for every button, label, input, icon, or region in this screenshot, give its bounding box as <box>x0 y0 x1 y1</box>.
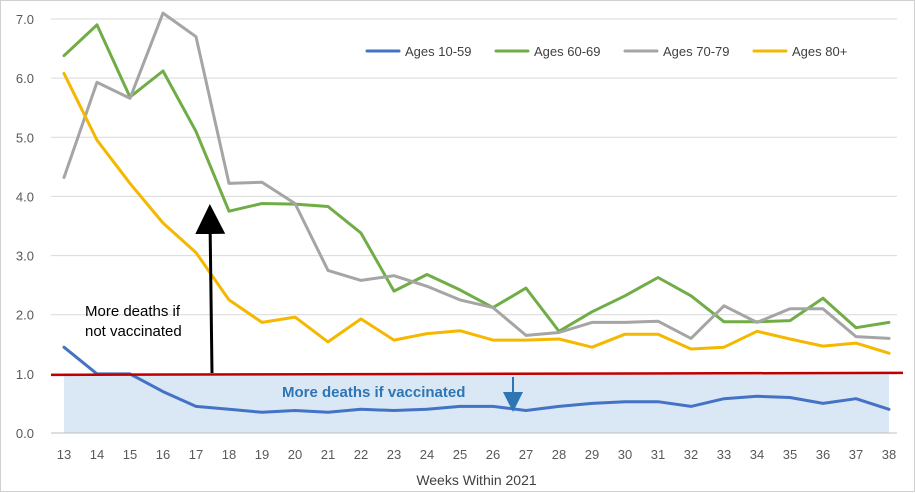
x-tick-label: 17 <box>189 447 203 462</box>
x-tick-label: 14 <box>90 447 104 462</box>
x-tick-label: 24 <box>420 447 434 462</box>
legend-label: Ages 60-69 <box>534 44 601 59</box>
legend-label: Ages 70-79 <box>663 44 730 59</box>
x-tick-label: 22 <box>354 447 368 462</box>
series-line <box>62 11 891 340</box>
shaded-region <box>64 373 889 433</box>
y-tick-label: 3.0 <box>16 249 34 264</box>
x-tick-label: 21 <box>321 447 335 462</box>
y-tick-label: 1.0 <box>16 367 34 382</box>
x-axis-title: Weeks Within 2021 <box>416 472 537 488</box>
annotation-not-vaccinated-line1: More deaths if <box>85 303 181 320</box>
annotation-not-vaccinated-line2: not vaccinated <box>85 323 182 340</box>
x-tick-label: 23 <box>387 447 401 462</box>
x-tick-label: 31 <box>651 447 665 462</box>
y-tick-label: 5.0 <box>16 130 34 145</box>
x-tick-label: 20 <box>288 447 302 462</box>
x-tick-label: 29 <box>585 447 599 462</box>
reference-line <box>50 371 904 377</box>
x-tick-label: 37 <box>849 447 863 462</box>
legend-label: Ages 10-59 <box>405 44 472 59</box>
y-tick-label: 0.0 <box>16 426 34 441</box>
y-tick-label: 7.0 <box>16 12 34 27</box>
x-tick-label: 35 <box>783 447 797 462</box>
y-tick-label: 6.0 <box>16 71 34 86</box>
x-tick-label: 15 <box>123 447 137 462</box>
x-tick-label: 16 <box>156 447 170 462</box>
x-tick-label: 13 <box>57 447 71 462</box>
annotation-vaccinated: More deaths if vaccinated <box>282 384 465 401</box>
y-tick-label: 2.0 <box>16 308 34 323</box>
x-tick-label: 32 <box>684 447 698 462</box>
y-tick-label: 4.0 <box>16 189 34 204</box>
x-tick-label: 34 <box>750 447 764 462</box>
series-line <box>62 71 891 355</box>
x-tick-label: 30 <box>618 447 632 462</box>
x-tick-label: 27 <box>519 447 533 462</box>
x-tick-label: 26 <box>486 447 500 462</box>
x-tick-label: 19 <box>255 447 269 462</box>
series-line <box>62 345 891 414</box>
arrow-up-not-vaccinated <box>195 204 226 374</box>
x-tick-label: 18 <box>222 447 236 462</box>
x-tick-label: 33 <box>717 447 731 462</box>
legend-label: Ages 80+ <box>792 44 847 59</box>
x-tick-label: 38 <box>882 447 896 462</box>
x-tick-label: 28 <box>552 447 566 462</box>
x-tick-label: 25 <box>453 447 467 462</box>
x-tick-label: 36 <box>816 447 830 462</box>
series-line <box>62 23 891 333</box>
